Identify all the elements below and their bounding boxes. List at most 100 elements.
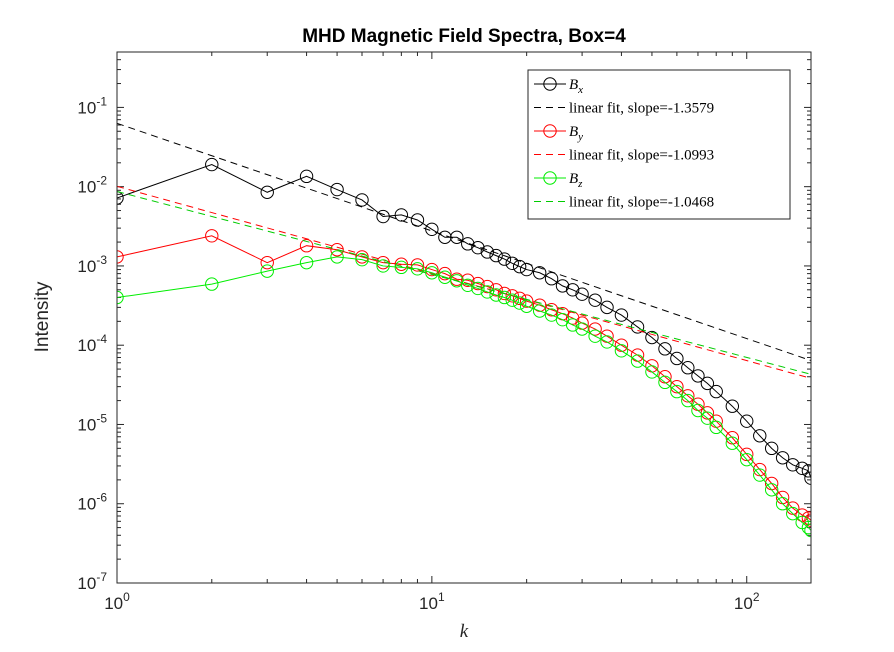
data-point-by (425, 262, 439, 277)
data-point-by (299, 239, 314, 253)
data-point-bx (681, 361, 695, 375)
data-point-bz (600, 335, 614, 349)
data-point-bx (795, 461, 809, 475)
data-point-bx (725, 399, 740, 413)
fit-line-1 (117, 122, 811, 362)
x-tick-label-exponent: 2 (753, 590, 760, 604)
data-point-bz (786, 506, 800, 521)
data-point-bx (565, 283, 580, 297)
data-point-bx (575, 287, 589, 301)
x-tick-label: 102 (734, 590, 760, 613)
y-tick-label-base: 10 (77, 257, 96, 276)
data-point-bz (630, 354, 645, 368)
data-point-by (614, 338, 629, 352)
x-tick-label-base: 10 (734, 594, 753, 613)
data-point-bz (775, 497, 790, 511)
y-tick-label-exponent: -1 (96, 94, 107, 108)
data-point-bz (205, 277, 219, 291)
data-point-bx (600, 300, 614, 315)
data-point-bx (330, 182, 344, 197)
data-point-bz (645, 365, 659, 379)
data-point-bz (497, 290, 512, 305)
data-point-bx (394, 208, 409, 222)
data-point-by (205, 229, 219, 243)
data-point-bz (801, 520, 811, 535)
legend-label-main: B (569, 124, 578, 140)
data-point-bz (691, 403, 705, 418)
legend-label-fit: linear fit, slope=-1.3579 (569, 101, 714, 117)
legend-label-main: B (569, 171, 578, 187)
data-point-by (355, 250, 369, 264)
data-point-bz (725, 436, 740, 450)
y-tick-label-base: 10 (77, 574, 96, 593)
data-point-bx (658, 342, 672, 356)
data-point-bz (471, 281, 485, 296)
x-tick-label-base: 10 (104, 594, 123, 613)
legend-label-subscript: x (577, 84, 583, 96)
legend-label-series: By (569, 124, 583, 143)
data-point-bx (801, 464, 811, 478)
data-point-bz (519, 299, 534, 313)
data-point-bx (205, 157, 219, 172)
x-tick-label-exponent: 1 (438, 590, 445, 604)
data-point-bx (471, 240, 485, 255)
legend-label-series: Bx (569, 77, 583, 96)
data-point-bz (505, 293, 519, 307)
data-point-by (512, 291, 527, 306)
data-point-bx (775, 451, 790, 465)
legend-label-main: B (569, 77, 578, 93)
chart-title: MHD Magnetic Field Spectra, Box=4 (302, 26, 626, 47)
y-tick-label: 10-7 (77, 570, 107, 593)
y-tick-label-base: 10 (77, 178, 96, 197)
data-point-bz (700, 411, 715, 425)
data-point-bx (645, 330, 659, 345)
y-tick-label-exponent: -5 (96, 411, 107, 425)
data-point-by (497, 286, 512, 301)
data-point-bx (505, 256, 519, 270)
y-tick-label-exponent: -2 (96, 174, 107, 188)
y-tick-label-exponent: -3 (96, 253, 107, 267)
series-line-bx (117, 164, 811, 479)
data-point-bx (376, 209, 390, 224)
legend-label-subscript: z (577, 178, 583, 190)
data-point-bz (512, 296, 527, 310)
legend-swatch-marker (543, 77, 557, 91)
data-point-bx (461, 237, 475, 251)
data-point-bx (532, 266, 547, 280)
data-point-bx (740, 414, 754, 428)
plot-frame (116, 51, 812, 584)
data-point-by (330, 243, 344, 257)
data-point-bz (575, 322, 589, 336)
legend-label-fit: linear fit, slope=-1.0993 (569, 148, 714, 164)
data-point-bz (681, 393, 695, 408)
data-point-bz (614, 344, 629, 358)
legend: Bx linear fit, slope=-1.3579 By linear fit,… (527, 69, 791, 220)
data-point-by (394, 257, 409, 271)
data-point-bx (753, 429, 767, 443)
series-layer (117, 122, 811, 538)
fit-line-3 (117, 185, 811, 379)
data-point-bx (700, 376, 715, 391)
data-point-by (471, 276, 485, 291)
data-point-bz (565, 318, 580, 332)
data-point-by (461, 273, 475, 287)
data-point-bz (376, 259, 390, 273)
y-tick-label: 10-2 (77, 174, 107, 197)
data-point-bz (489, 288, 503, 302)
data-point-bx (260, 185, 274, 199)
y-tick-label-base: 10 (77, 415, 96, 434)
data-point-bx (355, 193, 369, 207)
x-tick-label-base: 10 (419, 594, 438, 613)
data-point-bx (764, 441, 779, 456)
data-point-bz (532, 304, 547, 318)
data-point-bz (330, 250, 344, 264)
data-point-bx (544, 272, 559, 286)
data-point-bz (299, 255, 314, 270)
data-point-bz (355, 252, 369, 267)
y-tick-label: 10-3 (77, 253, 107, 276)
data-point-bz (461, 278, 475, 292)
data-point-bz (670, 384, 684, 399)
y-tick-label: 10-1 (77, 94, 107, 117)
